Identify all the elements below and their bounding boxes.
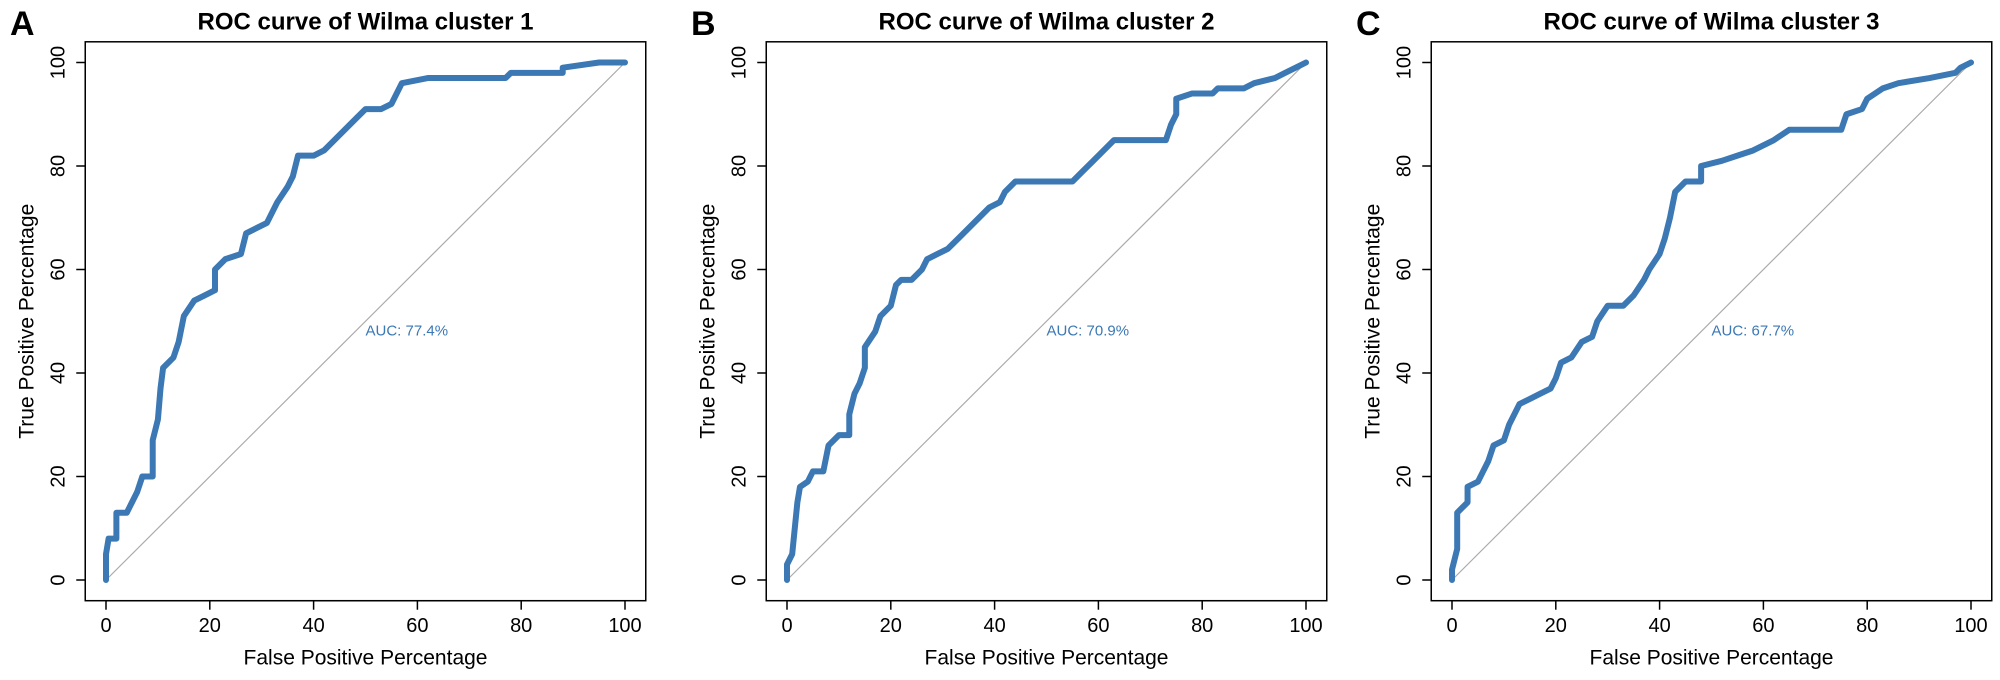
reference-line [786, 62, 1307, 581]
y-tick-label: 100 [48, 46, 70, 79]
y-tick-label: 40 [48, 362, 70, 384]
annotation: AUC: 77.4% [366, 323, 449, 340]
panel-label: C [1356, 5, 1381, 43]
y-tick-label: 60 [1394, 258, 1416, 280]
x-tick-label: 100 [1954, 615, 1987, 637]
reference-line [1451, 62, 1972, 581]
x-tick-label: 80 [1191, 615, 1213, 637]
y-axis-label: True Positive Percentage [1362, 204, 1385, 439]
x-axis-label: False Positive Percentage [925, 647, 1169, 670]
x-tick-label: 0 [781, 615, 792, 637]
x-axis-label: False Positive Percentage [244, 647, 488, 670]
chart-title: ROC curve of Wilma cluster 2 [879, 8, 1215, 35]
y-tick-label: 0 [48, 574, 70, 585]
annotation: AUC: 67.7% [1712, 323, 1795, 340]
y-tick-label: 0 [1394, 574, 1416, 585]
y-tick-label: 20 [729, 465, 751, 487]
y-tick-label: 60 [48, 258, 70, 280]
y-tick-label: 40 [1394, 362, 1416, 384]
y-tick-label: 20 [1394, 465, 1416, 487]
x-tick-label: 20 [880, 615, 902, 637]
y-tick-label: 20 [48, 465, 70, 487]
panel: 0 20 40 60 80 100 0 20 40 60 80 100 AUC: 67.7% ROC cu… [1356, 5, 1993, 670]
x-tick-label: 100 [608, 615, 641, 637]
panel: 0 20 40 60 80 100 0 20 40 60 80 100 AUC: 70.9% ROC cu… [691, 5, 1328, 670]
y-axis-label: True Positive Percentage [697, 204, 720, 439]
y-tick-label: 100 [1394, 46, 1416, 79]
y-tick-label: 40 [729, 362, 751, 384]
x-tick-label: 60 [406, 615, 428, 637]
x-tick-label: 60 [1087, 615, 1109, 637]
x-tick-label: 60 [1752, 615, 1774, 637]
y-axis-label: True Positive Percentage [16, 204, 39, 439]
chart-title: ROC curve of Wilma cluster 1 [198, 8, 534, 35]
y-tick-label: 60 [729, 258, 751, 280]
chart-title: ROC curve of Wilma cluster 3 [1544, 8, 1880, 35]
x-tick-label: 40 [983, 615, 1005, 637]
y-tick-label: 0 [729, 574, 751, 585]
x-axis-label: False Positive Percentage [1590, 647, 1834, 670]
panel: 0 20 40 60 80 100 0 20 40 60 80 100 AUC: 77.4% ROC cu… [10, 5, 647, 670]
roc-curve [1449, 59, 1974, 583]
x-tick-label: 0 [100, 615, 111, 637]
roc-curve [103, 59, 628, 583]
x-tick-label: 20 [1545, 615, 1567, 637]
y-tick-label: 80 [1394, 155, 1416, 177]
panel-label: A [10, 5, 35, 43]
x-tick-label: 40 [1648, 615, 1670, 637]
roc-curve [784, 59, 1309, 583]
x-tick-label: 20 [199, 615, 221, 637]
x-tick-label: 80 [1856, 615, 1878, 637]
panel-label: B [691, 5, 716, 43]
y-tick-label: 100 [729, 46, 751, 79]
x-tick-label: 40 [302, 615, 324, 637]
annotation: AUC: 70.9% [1047, 323, 1130, 340]
y-tick-label: 80 [729, 155, 751, 177]
x-tick-label: 0 [1446, 615, 1457, 637]
y-tick-label: 80 [48, 155, 70, 177]
x-tick-label: 80 [510, 615, 532, 637]
x-tick-label: 100 [1289, 615, 1322, 637]
reference-line [105, 62, 626, 581]
